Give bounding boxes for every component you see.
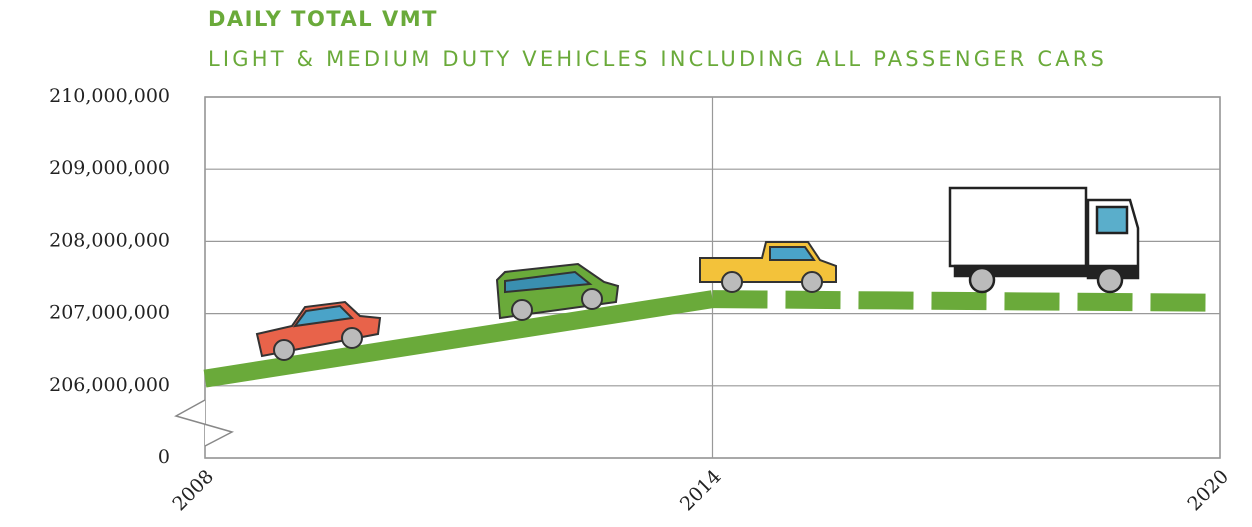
series-line bbox=[712, 290, 1221, 312]
y-tick-label: 0 bbox=[158, 446, 170, 468]
series-line bbox=[203, 290, 714, 388]
pickup-icon bbox=[699, 241, 837, 293]
y-tick-label: 208,000,000 bbox=[49, 229, 170, 251]
chart-title: DAILY TOTAL VMT bbox=[208, 7, 438, 31]
car-icon bbox=[255, 300, 382, 361]
truck-icon bbox=[948, 186, 1140, 294]
y-tick-label: 207,000,000 bbox=[49, 302, 170, 324]
x-tick-label: 2020 bbox=[1183, 466, 1233, 516]
x-tick-label: 2008 bbox=[168, 466, 218, 516]
y-tick-label: 209,000,000 bbox=[49, 157, 170, 179]
x-tick-label: 2014 bbox=[676, 466, 726, 516]
chart-subtitle: LIGHT & MEDIUM DUTY VEHICLES INCLUDING A… bbox=[208, 47, 1107, 71]
y-tick-label: 210,000,000 bbox=[49, 85, 170, 107]
plot-area: 0 206,000,000 207,000,000 208,000,000 209,00… bbox=[49, 85, 1233, 515]
axis-break bbox=[174, 399, 235, 447]
van-icon bbox=[495, 262, 620, 321]
y-tick-label: 206,000,000 bbox=[49, 374, 170, 396]
